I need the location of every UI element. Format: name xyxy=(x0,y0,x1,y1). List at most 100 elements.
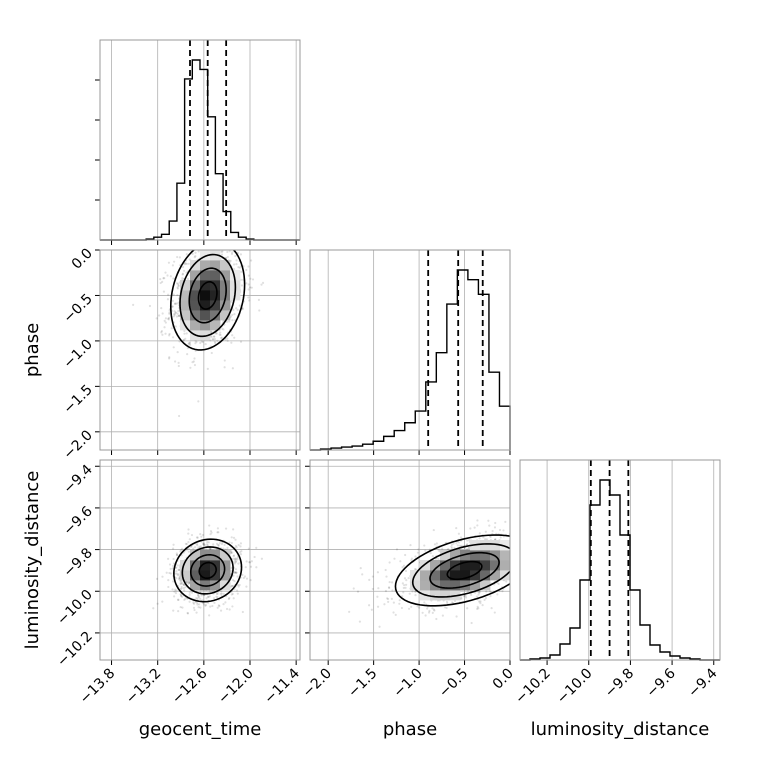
density-cell xyxy=(430,570,441,581)
sample-point xyxy=(232,555,235,558)
sample-point xyxy=(460,597,463,600)
sample-point xyxy=(410,559,413,562)
sample-point xyxy=(423,601,426,604)
sample-point xyxy=(235,559,238,562)
sample-point xyxy=(476,524,479,527)
sample-point xyxy=(371,587,374,591)
sample-point xyxy=(190,533,194,537)
panel-frame xyxy=(519,459,721,661)
sample-point xyxy=(192,602,196,605)
sample-point xyxy=(183,263,186,266)
sample-point xyxy=(478,591,481,594)
sample-point xyxy=(404,553,407,557)
sample-point xyxy=(469,527,472,530)
sample-point xyxy=(441,614,444,617)
density-cell xyxy=(220,560,231,571)
sample-point xyxy=(391,589,394,592)
sample-point xyxy=(200,340,203,343)
sample-point xyxy=(185,581,188,584)
sample-point xyxy=(235,589,239,592)
sample-point xyxy=(499,536,502,539)
sample-point xyxy=(181,265,185,269)
sample-point xyxy=(164,317,167,320)
sample-point xyxy=(247,265,250,268)
sample-point xyxy=(174,302,177,305)
sample-point xyxy=(203,543,206,547)
sample-point xyxy=(479,602,482,605)
sample-point xyxy=(236,558,239,561)
sample-point xyxy=(432,528,435,532)
sample-point xyxy=(240,549,243,553)
sample-point xyxy=(176,351,179,354)
sample-point xyxy=(164,271,167,274)
sample-point xyxy=(194,601,197,604)
sample-point xyxy=(171,305,174,308)
density-cell xyxy=(190,310,201,321)
sample-point xyxy=(207,541,210,544)
sample-point xyxy=(258,309,261,312)
sample-point xyxy=(223,366,226,369)
sample-point xyxy=(475,595,479,598)
histogram-luminosity_distance xyxy=(520,479,720,661)
density-cell xyxy=(440,590,451,601)
sample-point xyxy=(234,538,237,541)
sample-point xyxy=(478,591,481,594)
sample-point xyxy=(470,593,473,596)
sample-point xyxy=(241,307,244,311)
sample-point xyxy=(166,317,170,320)
sample-point xyxy=(505,580,508,583)
sample-point xyxy=(206,541,209,544)
density-cell xyxy=(500,560,510,571)
sample-point xyxy=(186,612,190,615)
sample-point xyxy=(169,275,172,278)
sample-point xyxy=(209,547,213,551)
sample-point xyxy=(197,594,200,597)
sample-point xyxy=(180,595,184,598)
sample-point xyxy=(208,595,211,598)
density-cell xyxy=(190,580,201,591)
sample-point xyxy=(195,597,198,600)
sample-point xyxy=(484,530,487,533)
sample-point xyxy=(234,254,237,258)
sample-point xyxy=(162,290,166,293)
sample-point xyxy=(230,585,233,588)
sample-point xyxy=(249,565,253,568)
sample-point xyxy=(437,549,440,552)
sample-point xyxy=(175,282,179,285)
sample-point xyxy=(183,583,186,586)
sample-point xyxy=(184,542,187,545)
sample-point xyxy=(188,593,191,596)
sample-point xyxy=(378,625,381,628)
sample-point xyxy=(173,360,177,363)
sample-point xyxy=(233,562,237,565)
sample-point xyxy=(174,325,177,328)
density-cell xyxy=(220,260,231,271)
density-cell xyxy=(470,560,481,571)
density-cell xyxy=(440,570,451,581)
sample-point xyxy=(193,357,196,360)
contour-0 xyxy=(169,250,246,351)
sample-point xyxy=(170,327,173,330)
sample-point xyxy=(235,571,238,574)
sample-point xyxy=(239,278,243,281)
sample-point xyxy=(235,259,238,262)
sample-point xyxy=(478,537,481,540)
sample-point xyxy=(199,533,202,536)
sample-point xyxy=(197,606,200,609)
sample-point xyxy=(171,299,174,302)
sample-point xyxy=(158,314,161,317)
sample-point xyxy=(185,332,188,335)
sample-point xyxy=(178,314,181,317)
sample-point xyxy=(408,592,411,595)
sample-point xyxy=(370,608,373,611)
sample-point xyxy=(200,594,203,597)
sample-point xyxy=(166,298,170,301)
sample-point xyxy=(237,266,240,269)
sample-point xyxy=(195,611,198,614)
sample-point xyxy=(172,557,175,561)
sample-point xyxy=(217,543,220,547)
sample-point xyxy=(178,414,181,418)
sample-point xyxy=(219,592,222,595)
sample-point xyxy=(227,597,230,601)
